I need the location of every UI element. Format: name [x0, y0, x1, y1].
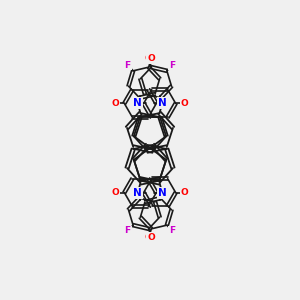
- Text: F: F: [169, 61, 176, 70]
- Text: O: O: [181, 188, 188, 197]
- Text: O: O: [145, 54, 153, 63]
- Text: O: O: [112, 99, 119, 108]
- Text: O: O: [147, 54, 155, 63]
- Text: F: F: [124, 61, 131, 70]
- Text: F: F: [124, 226, 131, 236]
- Text: N: N: [134, 98, 142, 108]
- Text: O: O: [147, 233, 155, 242]
- Text: O: O: [145, 233, 153, 242]
- Text: O: O: [181, 99, 188, 108]
- Text: N: N: [158, 188, 167, 198]
- Text: N: N: [134, 188, 142, 198]
- Text: O: O: [112, 188, 119, 197]
- Text: N: N: [158, 98, 167, 108]
- Text: F: F: [169, 226, 176, 236]
